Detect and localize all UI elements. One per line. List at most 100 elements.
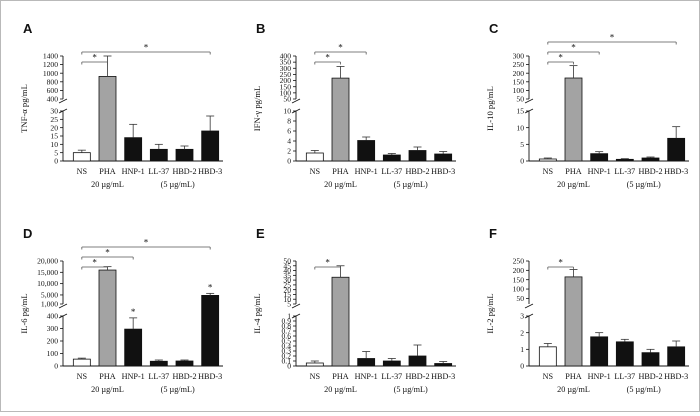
axis-break-mark — [524, 303, 534, 309]
y-tick-label: 10 — [50, 140, 58, 149]
y-tick-label: 150 — [513, 275, 525, 284]
y-tick-label: 350 — [280, 58, 292, 67]
y-tick-label: 15,000 — [37, 268, 58, 277]
y-tick-label: 45 — [283, 261, 291, 270]
category-label: HBD-2 — [638, 372, 662, 381]
y-tick-label: 100 — [513, 285, 525, 294]
bar-hbd-2 — [175, 148, 194, 162]
category-label: HBD-3 — [431, 167, 455, 176]
pha-concentration-note: 20 µg/mL — [324, 385, 357, 394]
category-label: PHA — [99, 167, 115, 176]
bar-hbd-3 — [434, 153, 453, 162]
bar-ns — [538, 346, 557, 367]
y-axis-label: IL-10 pg/mL — [485, 86, 495, 131]
bar-hbd-3 — [201, 130, 220, 162]
significance-star: * — [131, 307, 136, 317]
significance-star: * — [571, 43, 576, 53]
y-tick-label: 150 — [280, 82, 292, 91]
pha-concentration-note: 20 µg/mL — [91, 385, 124, 394]
y-tick-label: 800 — [47, 77, 59, 86]
y-tick-label: 100 — [47, 349, 59, 358]
y-tick-label: 1 — [520, 345, 524, 354]
significance-star: * — [105, 248, 110, 258]
y-tick-label: 200 — [280, 76, 292, 85]
category-label: HBD-2 — [405, 372, 429, 381]
y-tick-label: 20,000 — [37, 257, 58, 266]
y-tick-label: 30 — [283, 276, 291, 285]
y-tick-label: 400 — [47, 95, 59, 104]
bar-ns — [72, 152, 91, 162]
category-label: HBD-2 — [638, 167, 662, 176]
panel-letter: A — [23, 21, 33, 36]
axis-break-mark — [58, 303, 68, 309]
bar-hnp-1 — [357, 358, 376, 367]
bar-hnp-1 — [124, 328, 143, 367]
category-label: PHA — [332, 372, 348, 381]
y-tick-label: 15 — [283, 290, 291, 299]
y-tick-label: 200 — [513, 266, 525, 275]
y-tick-label: 10 — [283, 107, 291, 116]
y-tick-label: 20 — [283, 285, 291, 294]
y-tick-label: 15 — [516, 107, 524, 116]
y-tick-label: 3 — [520, 312, 524, 321]
category-label: NS — [543, 167, 554, 176]
y-tick-label: 25 — [50, 115, 58, 124]
y-tick-label: 0.5 — [282, 337, 292, 346]
bar-hbd-2 — [408, 355, 427, 367]
peptide-concentration-note: (5 µg/mL) — [161, 385, 195, 394]
bar-hbd-2 — [641, 157, 660, 162]
y-tick-label: 200 — [47, 337, 59, 346]
y-tick-label: 0 — [287, 157, 291, 166]
y-tick-label: 1200 — [43, 60, 58, 69]
bar-hnp-1 — [124, 137, 143, 162]
axis-break-mark — [524, 98, 534, 104]
y-tick-label: 200 — [513, 69, 525, 78]
significance-star: * — [92, 53, 97, 63]
category-label: HBD-3 — [198, 372, 222, 381]
significance-star: * — [144, 43, 149, 53]
bar-pha — [98, 269, 117, 367]
significance-star: * — [208, 282, 213, 292]
bar-pha — [98, 76, 117, 162]
bar-ll-37 — [149, 360, 168, 367]
category-label: HNP-1 — [122, 167, 145, 176]
y-tick-label: 250 — [513, 257, 525, 266]
pha-concentration-note: 20 µg/mL — [324, 180, 357, 189]
pha-concentration-note: 20 µg/mL — [91, 180, 124, 189]
category-label: HNP-1 — [355, 167, 378, 176]
category-label: HBD-2 — [172, 167, 196, 176]
y-tick-label: 0.9 — [282, 317, 292, 326]
significance-star: * — [338, 43, 343, 53]
y-tick-label: 2 — [520, 328, 524, 337]
y-tick-label: 50 — [283, 95, 291, 104]
peptide-concentration-note: (5 µg/mL) — [394, 385, 428, 394]
category-label: NS — [310, 372, 321, 381]
y-axis-label: IL-4 pg/mL — [252, 293, 262, 333]
y-tick-label: 50 — [516, 294, 524, 303]
category-label: LL-37 — [614, 167, 635, 176]
y-tick-label: 0.7 — [282, 327, 292, 336]
y-tick-label: 0.6 — [282, 332, 292, 341]
y-tick-label: 10 — [283, 295, 291, 304]
y-tick-label: 30 — [50, 107, 58, 116]
y-tick-label: 5 — [520, 140, 524, 149]
bar-ns — [305, 362, 324, 367]
category-label: NS — [77, 372, 88, 381]
y-tick-label: 6 — [287, 127, 291, 136]
y-tick-label: 4 — [287, 137, 291, 146]
y-tick-label: 2 — [287, 147, 291, 156]
significance-star: * — [325, 258, 330, 268]
y-axis-label: IFN-γ pg/mL — [252, 86, 262, 132]
bar-pha — [564, 276, 583, 367]
y-tick-label: 600 — [47, 86, 59, 95]
y-tick-label: 1,000 — [41, 300, 58, 309]
bar-hbd-2 — [641, 352, 660, 367]
bar-pha — [331, 276, 350, 367]
y-tick-label: 50 — [283, 257, 291, 266]
category-label: LL-37 — [148, 167, 169, 176]
bar-hnp-1 — [590, 153, 609, 162]
category-label: LL-37 — [614, 372, 635, 381]
y-tick-label: 5 — [287, 300, 291, 309]
